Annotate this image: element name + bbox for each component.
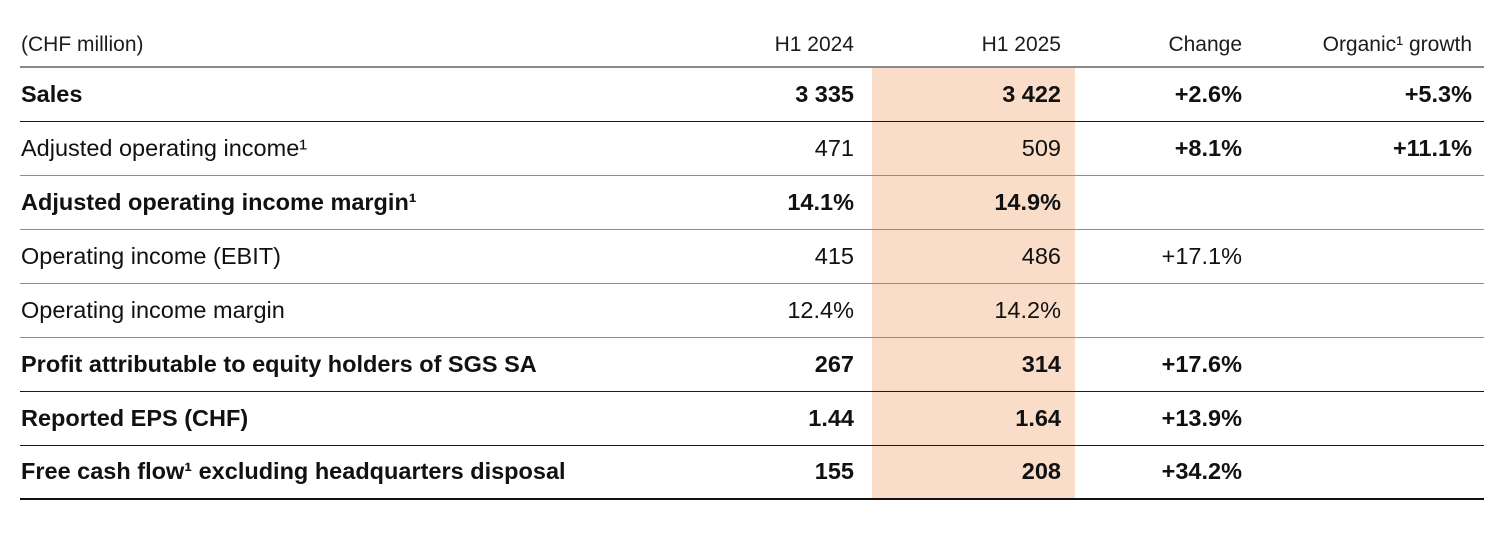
- table-row-sales: Sales 3 335 3 422 +2.6% +5.3%: [20, 67, 1484, 122]
- table-row-free-cash-flow: Free cash flow¹ excluding headquarters d…: [20, 445, 1484, 500]
- column-spacer: [855, 391, 872, 446]
- cell-organic-growth: [1250, 229, 1484, 284]
- cell-h1-2025: 208: [872, 445, 1075, 500]
- cell-h1-2024: 12.4%: [695, 283, 855, 338]
- cell-h1-2024: 471: [695, 121, 855, 176]
- row-label: Adjusted operating income¹: [20, 121, 695, 176]
- cell-h1-2024: 415: [695, 229, 855, 284]
- table-row-operating-income-ebit: Operating income (EBIT) 415 486 +17.1%: [20, 229, 1484, 284]
- column-spacer: [855, 121, 872, 176]
- cell-organic-growth: [1250, 445, 1484, 500]
- cell-h1-2025: 14.2%: [872, 283, 1075, 338]
- cell-h1-2025: 486: [872, 229, 1075, 284]
- row-label: Reported EPS (CHF): [20, 391, 695, 446]
- cell-organic-growth: [1250, 175, 1484, 230]
- column-spacer: [855, 337, 872, 392]
- cell-h1-2024: 155: [695, 445, 855, 500]
- cell-h1-2025: 509: [872, 121, 1075, 176]
- cell-h1-2024: 267: [695, 337, 855, 392]
- column-spacer: [855, 445, 872, 500]
- cell-change: +34.2%: [1075, 445, 1250, 500]
- row-label: Adjusted operating income margin¹: [20, 175, 695, 230]
- unit-label: (CHF million): [20, 8, 695, 68]
- table-row-adjusted-operating-income-margin: Adjusted operating income margin¹ 14.1% …: [20, 175, 1484, 230]
- cell-change: +17.6%: [1075, 337, 1250, 392]
- table-row-adjusted-operating-income: Adjusted operating income¹ 471 509 +8.1%…: [20, 121, 1484, 176]
- row-label: Sales: [20, 67, 695, 122]
- column-spacer: [855, 283, 872, 338]
- cell-organic-growth: [1250, 337, 1484, 392]
- col-header-change: Change: [1075, 8, 1250, 68]
- col-header-h1-2024: H1 2024: [695, 8, 855, 68]
- financial-results-table: (CHF million) H1 2024 H1 2025 Change Org…: [20, 8, 1484, 500]
- cell-h1-2024: 14.1%: [695, 175, 855, 230]
- cell-change: [1075, 175, 1250, 230]
- column-spacer: [855, 175, 872, 230]
- cell-h1-2024: 1.44: [695, 391, 855, 446]
- column-spacer: [855, 229, 872, 284]
- row-label: Operating income (EBIT): [20, 229, 695, 284]
- cell-change: +13.9%: [1075, 391, 1250, 446]
- results-table-container: (CHF million) H1 2024 H1 2025 Change Org…: [20, 8, 1484, 500]
- cell-organic-growth: [1250, 391, 1484, 446]
- cell-h1-2025: 1.64: [872, 391, 1075, 446]
- col-header-h1-2025: H1 2025: [872, 8, 1075, 68]
- cell-organic-growth: +11.1%: [1250, 121, 1484, 176]
- cell-h1-2025: 3 422: [872, 67, 1075, 122]
- cell-organic-growth: +5.3%: [1250, 67, 1484, 122]
- cell-h1-2025: 14.9%: [872, 175, 1075, 230]
- table-row-profit-attributable: Profit attributable to equity holders of…: [20, 337, 1484, 392]
- row-label: Operating income margin: [20, 283, 695, 338]
- row-label: Profit attributable to equity holders of…: [20, 337, 695, 392]
- column-spacer: [855, 8, 872, 68]
- column-spacer: [855, 67, 872, 122]
- col-header-organic-growth: Organic¹ growth: [1250, 8, 1484, 68]
- cell-change: +17.1%: [1075, 229, 1250, 284]
- header-row: (CHF million) H1 2024 H1 2025 Change Org…: [20, 8, 1484, 68]
- table-row-reported-eps: Reported EPS (CHF) 1.44 1.64 +13.9%: [20, 391, 1484, 446]
- cell-change: +8.1%: [1075, 121, 1250, 176]
- table-row-operating-income-margin: Operating income margin 12.4% 14.2%: [20, 283, 1484, 338]
- cell-h1-2025: 314: [872, 337, 1075, 392]
- row-label: Free cash flow¹ excluding headquarters d…: [20, 445, 695, 500]
- cell-organic-growth: [1250, 283, 1484, 338]
- cell-h1-2024: 3 335: [695, 67, 855, 122]
- cell-change: +2.6%: [1075, 67, 1250, 122]
- cell-change: [1075, 283, 1250, 338]
